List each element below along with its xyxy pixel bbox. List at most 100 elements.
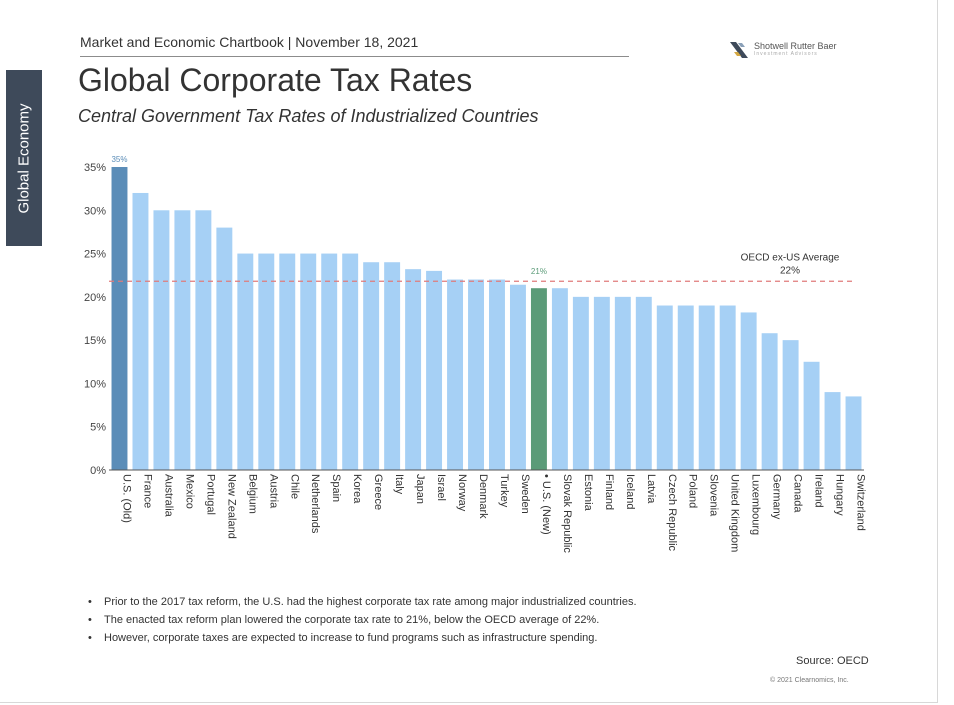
company-logo: Shotwell Rutter Baer Investment Advisors (728, 40, 837, 60)
x-tick-label: Sweden (519, 474, 531, 514)
bar (468, 279, 484, 470)
bar (824, 392, 841, 470)
bar (111, 167, 128, 470)
note-item: Prior to the 2017 tax reform, the U.S. h… (86, 596, 656, 609)
data-label-new-us: 21% (531, 267, 547, 276)
section-tab: Global Economy (6, 70, 42, 246)
bar (363, 262, 380, 470)
bar (635, 296, 652, 470)
x-tick-label: Mexico (183, 474, 195, 509)
y-tick-label: 20% (84, 292, 106, 304)
note-item: However, corporate taxes are expected to… (86, 632, 656, 645)
x-tick-label: Israel (435, 474, 447, 501)
x-tick-label: New Zealand (225, 474, 237, 539)
x-tick-label: Norway (456, 474, 468, 512)
bar (593, 296, 610, 470)
x-tick-label: Slovak Republic (561, 474, 573, 553)
bar (551, 288, 568, 470)
bar (656, 305, 673, 470)
x-tick-label: Austria (267, 474, 279, 509)
bar (321, 253, 338, 470)
logo-name: Shotwell Rutter Baer (754, 41, 837, 52)
note-item: The enacted tax reform plan lowered the … (86, 614, 656, 627)
bar (405, 269, 422, 470)
x-tick-label: Luxembourg (750, 474, 762, 535)
x-tick-label: Portugal (204, 474, 216, 515)
x-tick-label: Iceland (624, 474, 636, 509)
y-tick-label: 0% (90, 465, 106, 477)
source-note: Source: OECD (796, 655, 869, 667)
average-line-label: OECD ex-US Average (741, 252, 840, 263)
x-tick-label: U.S. (Old) (120, 474, 132, 523)
bar (342, 253, 359, 470)
x-tick-label: Belgium (246, 474, 258, 514)
tax-rate-chart: 0% 5% 10% 15% 20% 25% 30% 35% U.S. (Old) France Au… (84, 155, 867, 553)
x-tick-label: Japan (414, 474, 426, 504)
x-tick-label: Denmark (477, 474, 489, 519)
copyright: © 2021 Clearnomics, Inc. (770, 677, 849, 684)
bar (258, 253, 275, 470)
x-tick-label: Poland (687, 474, 699, 508)
bar (614, 296, 631, 470)
bar (509, 284, 526, 470)
bar (782, 340, 799, 470)
notes-list: Prior to the 2017 tax reform, the U.S. h… (86, 596, 656, 650)
x-tick-label: Czech Republic (666, 474, 678, 552)
x-tick-label: • U.S. (New) (540, 474, 552, 535)
y-tick-label: 35% (84, 162, 106, 174)
bar (572, 296, 589, 470)
bar (530, 288, 547, 470)
bar (279, 253, 296, 470)
bar (174, 210, 191, 471)
x-tick-label: Greece (372, 474, 384, 510)
bar (195, 210, 212, 471)
x-tick-label: Germany (771, 474, 783, 520)
data-label-old-us: 35% (111, 155, 127, 164)
bar (803, 361, 820, 470)
y-tick-label: 5% (90, 422, 106, 434)
bar (761, 333, 778, 470)
bar (740, 312, 757, 470)
page-subtitle: Central Government Tax Rates of Industri… (78, 106, 539, 126)
x-tick-label: Hungary (834, 474, 846, 516)
bar (489, 279, 505, 470)
x-tick-label: Canada (792, 474, 804, 513)
logo-tagline: Investment Advisors (754, 51, 818, 58)
bar (216, 227, 233, 470)
logo-icon (730, 42, 748, 58)
y-tick-label: 15% (84, 335, 106, 347)
y-tick-label: 25% (84, 249, 106, 261)
page-title: Global Corporate Tax Rates (78, 62, 473, 98)
x-tick-label: Australia (162, 474, 174, 518)
bar (153, 210, 170, 471)
x-tick-label: Estonia (582, 474, 594, 512)
x-tick-label: United Kingdom (729, 474, 741, 552)
x-tick-label: Switzerland (855, 474, 867, 531)
x-tick-label: Netherlands (309, 474, 321, 534)
x-tick-label: Korea (351, 474, 363, 504)
x-tick-label: Slovenia (708, 474, 720, 517)
y-tick-label: 10% (84, 378, 106, 390)
bar (698, 305, 715, 470)
bar (132, 192, 149, 470)
x-tick-label: Italy (393, 474, 405, 495)
bar (300, 253, 317, 470)
average-line-value: 22% (780, 265, 800, 276)
y-tick-label: 30% (84, 205, 106, 217)
x-tick-label: Ireland (813, 474, 825, 508)
x-tick-label: Spain (330, 474, 342, 502)
chartbook-header: Market and Economic Chartbook | November… (80, 34, 419, 50)
x-tick-label: Finland (603, 474, 615, 510)
x-tick-label: Turkey (498, 474, 510, 508)
x-tick-label: Chile (288, 474, 300, 499)
bar (237, 253, 254, 470)
bar (447, 279, 464, 470)
bar (426, 270, 443, 470)
x-tick-label: Latvia (645, 474, 657, 504)
bar (384, 262, 401, 470)
header-divider (80, 56, 629, 57)
bar (845, 396, 862, 470)
bar (677, 305, 694, 470)
bar (719, 305, 736, 470)
